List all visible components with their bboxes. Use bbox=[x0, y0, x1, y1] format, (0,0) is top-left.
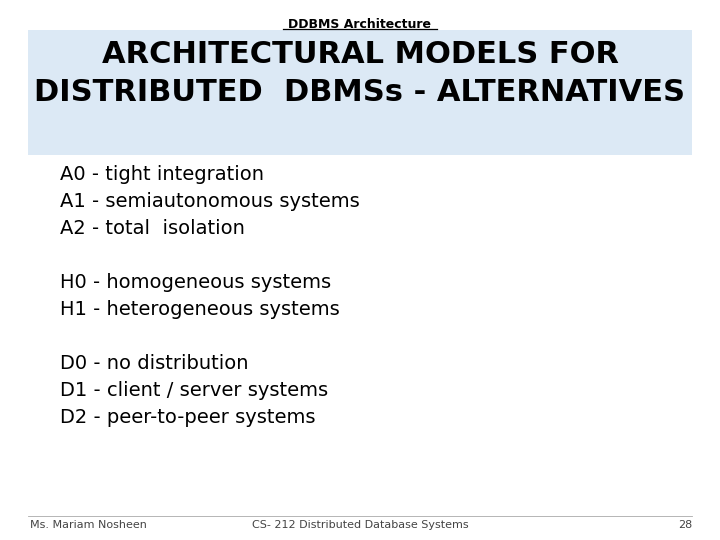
Text: D0 - no distribution: D0 - no distribution bbox=[60, 354, 248, 373]
Bar bbox=[28, 30, 692, 155]
Text: CS- 212 Distributed Database Systems: CS- 212 Distributed Database Systems bbox=[252, 520, 468, 530]
Text: A1 - semiautonomous systems: A1 - semiautonomous systems bbox=[60, 192, 360, 211]
Text: H1 - heterogeneous systems: H1 - heterogeneous systems bbox=[60, 300, 340, 319]
Text: D1 - client / server systems: D1 - client / server systems bbox=[60, 381, 328, 400]
Text: Ms. Mariam Nosheen: Ms. Mariam Nosheen bbox=[30, 520, 147, 530]
Text: DDBMS Architecture: DDBMS Architecture bbox=[289, 18, 431, 31]
Text: 28: 28 bbox=[678, 520, 692, 530]
Text: A2 - total  isolation: A2 - total isolation bbox=[60, 219, 245, 238]
Text: A0 - tight integration: A0 - tight integration bbox=[60, 165, 264, 184]
Text: H0 - homogeneous systems: H0 - homogeneous systems bbox=[60, 273, 331, 292]
Text: ARCHITECTURAL MODELS FOR: ARCHITECTURAL MODELS FOR bbox=[102, 40, 618, 69]
Text: DISTRIBUTED  DBMSs - ALTERNATIVES: DISTRIBUTED DBMSs - ALTERNATIVES bbox=[35, 78, 685, 107]
Text: D2 - peer-to-peer systems: D2 - peer-to-peer systems bbox=[60, 408, 315, 427]
